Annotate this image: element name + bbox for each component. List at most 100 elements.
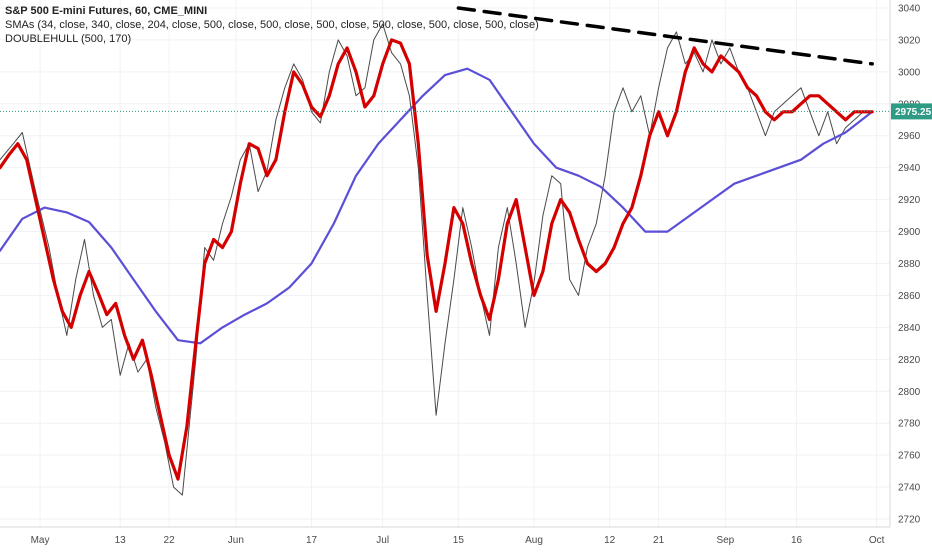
sma-slow-series-point: [533, 143, 534, 144]
price-series-point: [137, 372, 138, 373]
price-series-point: [258, 191, 259, 192]
sma-slow-series-point: [756, 175, 757, 176]
hull-fast-series-point: [818, 95, 819, 96]
x-tick-label: Jun: [228, 535, 244, 546]
sma-slow-series-point: [244, 314, 245, 315]
hull-fast-series-point: [631, 207, 632, 208]
y-tick-label: 2780: [898, 419, 921, 430]
price-series-point: [765, 135, 766, 136]
price-series-point: [453, 279, 454, 280]
hull-fast-series-point: [80, 295, 81, 296]
hull-fast-series-point: [151, 375, 152, 376]
price-series-point: [578, 295, 579, 296]
hull-fast-series-point: [685, 71, 686, 72]
hull-fast-series-point: [177, 479, 178, 480]
sma-slow-series-point: [266, 303, 267, 304]
hull-fast-series-point: [729, 63, 730, 64]
sma-slow-series-point: [400, 119, 401, 120]
hull-fast-series-point: [756, 95, 757, 96]
sma-slow-series-point: [200, 343, 201, 344]
hull-fast-series-point: [275, 159, 276, 160]
hull-fast-series-point: [596, 271, 597, 272]
sma-slow-series-point: [177, 340, 178, 341]
price-series-point: [685, 63, 686, 64]
hull-fast-series-point: [106, 314, 107, 315]
y-tick-label: 2740: [898, 483, 921, 494]
legend-hull-label: DOUBLEHULL (500, 170): [5, 33, 132, 45]
hull-fast-series-point: [845, 119, 846, 120]
price-series-point: [783, 103, 784, 104]
hull-fast-series-point: [800, 103, 801, 104]
price-series-point: [622, 87, 623, 88]
y-tick-label: 2900: [898, 227, 921, 238]
hull-fast-series-point: [338, 63, 339, 64]
hull-fast-series-point: [427, 255, 428, 256]
hull-fast-series-point: [266, 175, 267, 176]
hull-fast-series-point: [578, 239, 579, 240]
price-series-point: [391, 52, 392, 53]
chart-legend: S&P 500 E-mini Futures, 60, CME_MINI SMA…: [5, 4, 539, 46]
sma-slow-series-point: [600, 186, 601, 187]
sma-slow-series-point: [622, 207, 623, 208]
hull-fast-series-point: [347, 47, 348, 48]
price-series-point: [293, 63, 294, 64]
price-series-point: [102, 327, 103, 328]
hull-fast-series-point: [382, 63, 383, 64]
hull-fast-series-point: [525, 247, 526, 248]
hull-fast-series-point: [827, 103, 828, 104]
price-series-point: [111, 319, 112, 320]
legend-sma-label: SMAs (34, close, 340, close, 204, close,…: [5, 19, 539, 31]
hull-fast-series-point: [240, 183, 241, 184]
hull-fast-series-point: [774, 119, 775, 120]
y-tick-label: 2860: [898, 291, 921, 302]
trendline-series: [456, 6, 874, 66]
y-tick-label: 3020: [898, 35, 921, 46]
hull-fast-series-point: [711, 71, 712, 72]
price-series-point: [587, 247, 588, 248]
price-series-point: [845, 127, 846, 128]
price-series-point: [471, 247, 472, 248]
y-tick-label: 2960: [898, 131, 921, 142]
hull-fast-series-point: [231, 231, 232, 232]
hull-fast-series-point: [462, 223, 463, 224]
hull-fast-series-point: [507, 223, 508, 224]
price-series-point: [84, 239, 85, 240]
y-tick-label: 2720: [898, 515, 921, 526]
hull-fast-series-point: [569, 212, 570, 213]
hull-fast-series-point: [560, 199, 561, 200]
price-series-point: [347, 55, 348, 56]
sma-slow-series-point: [44, 207, 45, 208]
sma-slow-series-point: [578, 175, 579, 176]
hull-fast-series-point: [658, 111, 659, 112]
price-series-point: [400, 63, 401, 64]
x-tick-label: Aug: [525, 535, 543, 546]
sma-slow-series-point: [689, 215, 690, 216]
sma-slow-series-point: [511, 111, 512, 112]
hull-fast-series-point: [872, 111, 873, 112]
price-series-point: [596, 223, 597, 224]
x-tick-label: 17: [306, 535, 318, 546]
price-series-point: [711, 39, 712, 40]
hull-fast-series-point: [453, 207, 454, 208]
hull-fast-series-point: [320, 116, 321, 117]
price-series-point: [462, 207, 463, 208]
hull-fast-series-point: [373, 95, 374, 96]
trendline-series-point: [872, 63, 873, 64]
price-series-point: [320, 122, 321, 123]
sma-slow-series-point: [667, 231, 668, 232]
price-series-point: [605, 175, 606, 176]
sma-slow-series-point: [66, 212, 67, 213]
hull-fast-series-point: [222, 247, 223, 248]
y-tick-label: 3040: [898, 3, 921, 14]
sma-slow-series-point: [734, 183, 735, 184]
x-tick-label: May: [31, 535, 50, 546]
hull-fast-series-point: [195, 343, 196, 344]
hull-fast-series-point: [26, 159, 27, 160]
hull-fast-series-point: [133, 359, 134, 360]
legend-title: S&P 500 E-mini Futures, 60, CME_MINI: [5, 5, 208, 17]
hull-fast-series-point: [115, 303, 116, 304]
sma-slow-series: [0, 67, 874, 345]
hull-fast-series-point: [533, 295, 534, 296]
